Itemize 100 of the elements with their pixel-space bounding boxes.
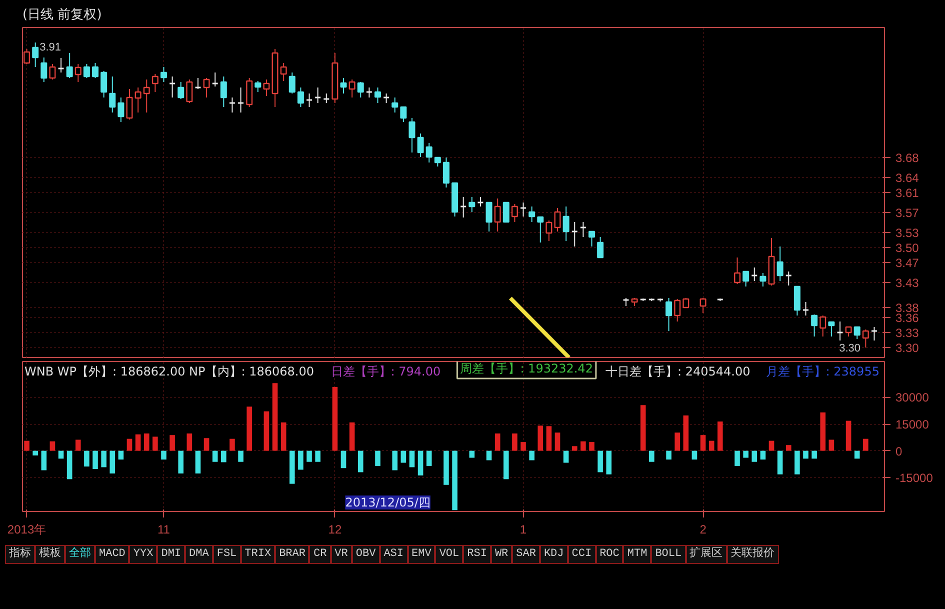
text: OBV [352, 545, 380, 564]
text: ROC [596, 545, 624, 564]
bar [589, 442, 594, 451]
bar [512, 433, 518, 451]
bar [743, 450, 748, 458]
candlestick [828, 321, 835, 337]
candlestick [160, 66, 167, 82]
annotation: 2013/12/05/四 [345, 496, 430, 510]
bar [640, 405, 646, 451]
y-tick-label: 3.53 [896, 226, 920, 240]
annotation: 日差【手】: 794.00 [330, 364, 441, 378]
candlestick [760, 272, 766, 287]
bar [520, 442, 526, 451]
text: 关联报价 [726, 545, 779, 564]
bar [289, 450, 295, 484]
candlestick [408, 118, 416, 153]
candlestick [382, 93, 390, 104]
bar [538, 426, 544, 451]
candlestick [870, 326, 878, 341]
bar [118, 450, 124, 460]
bar [444, 450, 449, 485]
y-tick-label: 3.57 [896, 206, 920, 220]
bar [452, 450, 458, 510]
candlestick [520, 202, 527, 217]
bar [649, 450, 654, 462]
candlestick [528, 206, 536, 222]
bar [708, 440, 714, 451]
text: DMI [157, 545, 186, 564]
candlestick [417, 133, 424, 158]
candlestick [306, 93, 313, 108]
candlestick [554, 208, 561, 232]
candlestick [83, 64, 90, 78]
text: DMA [185, 545, 213, 564]
bar [375, 450, 380, 466]
bar [221, 450, 226, 462]
bar [110, 450, 116, 474]
candlestick [237, 87, 244, 113]
candlestick [66, 52, 73, 78]
bar [554, 432, 560, 451]
text: BOLL [651, 545, 686, 564]
annotation: 十日差【手】: 240544.00 [606, 364, 750, 378]
y-tick-label: -15000 [896, 471, 934, 486]
bar [126, 438, 132, 451]
y-tick-label: 3.61 [896, 186, 920, 200]
text: VOL [435, 545, 464, 564]
candlestick [152, 74, 158, 92]
candlestick [442, 157, 450, 188]
text: WR [490, 545, 512, 564]
x-tick-label: 12 [328, 522, 342, 536]
bar [666, 450, 672, 460]
x-tick-label: 2 [700, 522, 707, 536]
y-tick-label: 3.47 [896, 256, 920, 270]
bar [469, 450, 475, 458]
text: EMV [408, 545, 436, 564]
candlestick [854, 326, 860, 340]
bar [212, 450, 218, 462]
candlestick [750, 267, 758, 282]
y-tick-label: 3.33 [896, 326, 920, 340]
bar [349, 422, 355, 451]
bar [717, 422, 723, 451]
x-tick-label: 2013年 [7, 522, 46, 536]
text: RSI [463, 545, 491, 564]
bar [794, 450, 800, 474]
bar [178, 450, 184, 474]
candlestick [476, 196, 484, 207]
text: FSL [212, 545, 241, 564]
annotation: WNB WP【外】: 186862.00 NP【内】: 186068.00 [24, 364, 314, 378]
bar [768, 440, 774, 451]
bar [777, 450, 783, 474]
candlestick [288, 72, 296, 94]
bar [760, 450, 766, 460]
bar [803, 450, 808, 459]
bar [692, 450, 698, 460]
candlestick [178, 82, 184, 100]
candlestick [49, 64, 56, 80]
bar [340, 450, 346, 468]
bar [32, 450, 38, 456]
candlestick [40, 57, 48, 82]
text: CCI [568, 545, 596, 564]
bar [828, 440, 834, 451]
bar [144, 433, 150, 451]
bar [752, 450, 758, 462]
text: 扩展区 [686, 545, 727, 564]
candlestick [322, 93, 330, 104]
bar [264, 411, 270, 451]
bar [50, 441, 56, 451]
candlestick [374, 87, 381, 104]
candlestick [494, 198, 501, 232]
candlestick [143, 79, 150, 113]
bar [863, 438, 868, 451]
text: MTM [623, 545, 652, 564]
annotation: 月差【手】: 238955 [766, 364, 880, 378]
candlestick [280, 62, 287, 82]
bar [24, 440, 30, 451]
candlestick [468, 196, 476, 212]
bar [786, 445, 792, 451]
bar [846, 420, 852, 451]
bar [298, 450, 304, 470]
candlestick [220, 76, 227, 108]
candlestick [186, 79, 193, 104]
